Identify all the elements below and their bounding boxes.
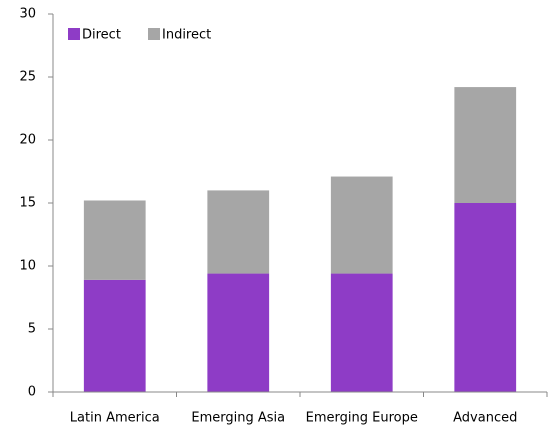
x-tick-label: Latin America — [70, 411, 160, 426]
bar-segment — [83, 200, 146, 280]
y-tick-label: 30 — [19, 7, 36, 22]
legend-swatch — [148, 28, 160, 40]
x-tick-label: Emerging Asia — [191, 411, 285, 426]
legend: Direct Indirect — [68, 28, 211, 43]
bar-segment — [207, 273, 270, 392]
legend-label: Indirect — [162, 28, 211, 43]
bar-segment — [454, 203, 517, 392]
x-tick-label: Emerging Europe — [306, 411, 418, 426]
y-tick-label: 5 — [28, 322, 36, 337]
bar-segment — [330, 176, 393, 274]
x-tick-label: Advanced — [453, 411, 517, 426]
legend-label: Direct — [82, 28, 121, 43]
y-tick-label: 10 — [19, 259, 36, 274]
bar-segment — [83, 279, 146, 392]
bar-segment — [330, 273, 393, 392]
y-tick-label: 20 — [19, 133, 36, 148]
bar-segment — [207, 190, 270, 274]
y-tick-label: 25 — [19, 70, 36, 85]
y-tick-label: 0 — [28, 385, 36, 400]
y-tick-label: 15 — [19, 196, 36, 211]
bar-segment — [454, 87, 517, 203]
legend-swatch — [68, 28, 80, 40]
